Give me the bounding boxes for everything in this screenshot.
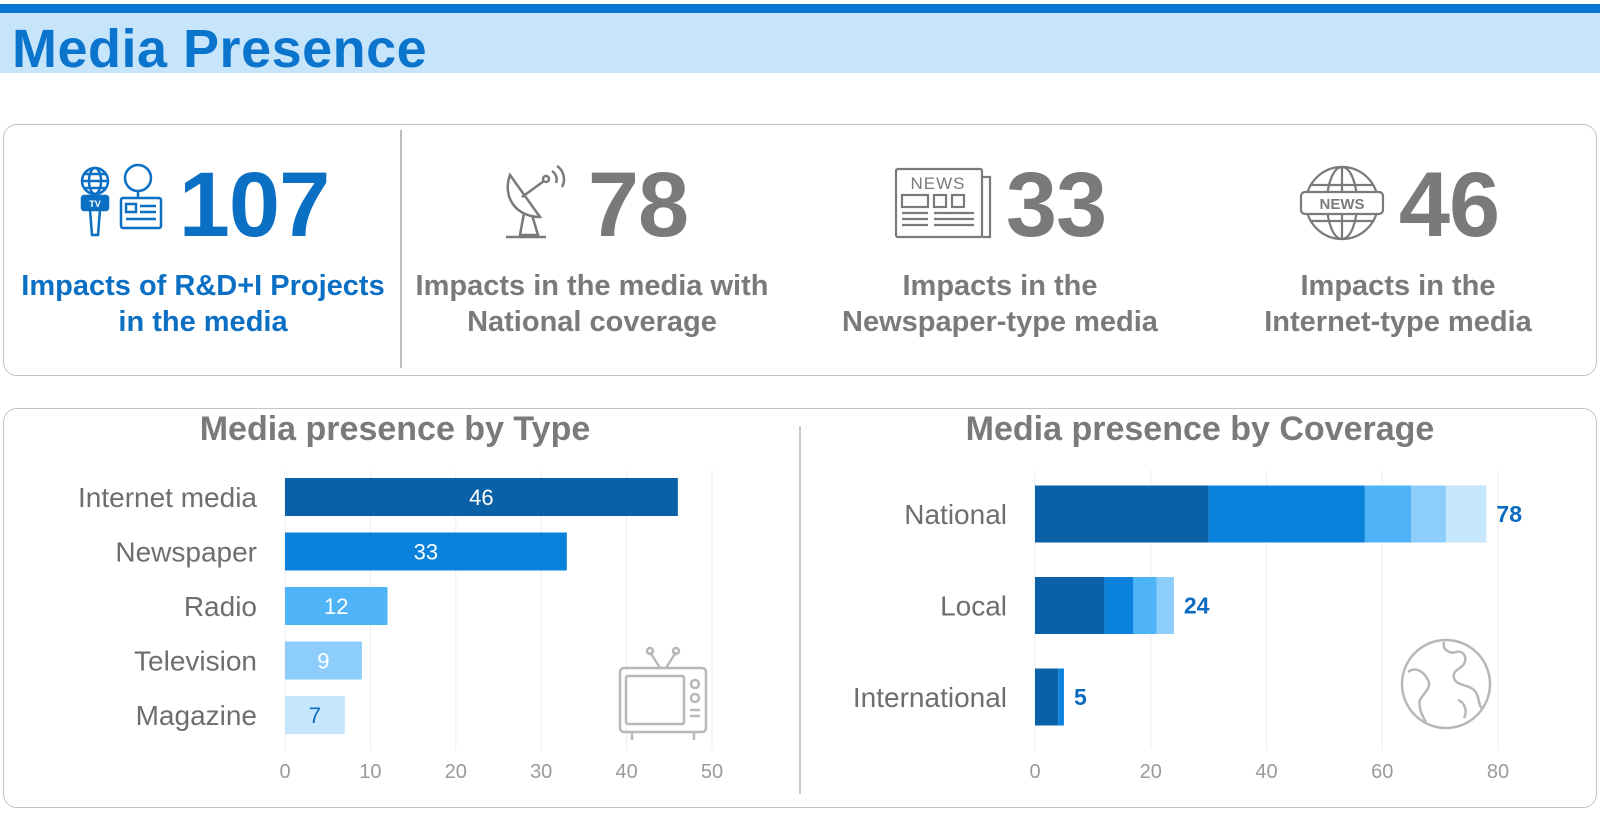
tv-microphone-badge-icon: TV (77, 163, 167, 248)
x-tick-label: 40 (615, 761, 637, 783)
header-accent-line (0, 4, 1600, 13)
chart-by-type: 0 10 20 30 40 50 Internet media 46 Newspaper 33 Ra… (78, 470, 723, 783)
bar-segment (1411, 485, 1446, 543)
television-icon (616, 646, 712, 747)
svg-text:NEWS: NEWS (1319, 196, 1364, 213)
svg-text:NEWS: NEWS (910, 174, 965, 193)
bar-segment (1035, 485, 1209, 543)
x-tick-label: 30 (530, 761, 552, 783)
chart-title-coverage: Media presence by Coverage (965, 410, 1435, 448)
kpi-value: 78 (587, 154, 689, 256)
kpi-value: 107 (178, 154, 330, 256)
bar (285, 478, 678, 516)
data-label: 12 (324, 594, 348, 619)
total-label: 5 (1074, 684, 1087, 710)
kpi-national-coverage: 78 Impacts in the media with National co… (400, 150, 784, 340)
chart-title-type: Media presence by Type (199, 410, 591, 448)
page-title: Media Presence (12, 19, 428, 79)
x-tick-label: 50 (701, 761, 723, 783)
kpi-value: 33 (1005, 154, 1107, 256)
total-label: 78 (1496, 501, 1522, 527)
data-label: 46 (469, 485, 493, 510)
kpi-internet-media: NEWS 46 Impacts in the Internet-type med… (1200, 150, 1596, 340)
x-tick-label: 40 (1255, 761, 1277, 783)
header-band: Media Presence (0, 13, 1600, 79)
globe-news-icon: NEWS (1297, 163, 1387, 248)
x-tick-label: 0 (1029, 761, 1040, 783)
data-label: 9 (317, 649, 329, 674)
bar (285, 532, 567, 571)
category-label: Magazine (136, 700, 257, 731)
bar-segment (1104, 577, 1134, 634)
category-label: International (853, 682, 1007, 713)
bar-segment (1035, 668, 1059, 726)
kpi-divider (400, 130, 402, 368)
bar-segment (1035, 577, 1105, 634)
data-label: 7 (309, 703, 321, 728)
bar-segment (1364, 485, 1412, 543)
kpi-total-impacts: TV 107 Impacts of R&D+I Projects in the … (10, 150, 396, 340)
category-label: Newspaper (115, 537, 257, 568)
category-label: National (904, 499, 1007, 530)
category-label: Internet media (78, 482, 257, 513)
bar-segment (1445, 485, 1487, 543)
chart-by-coverage: 0 20 40 60 80 National 78 Local 24 International 5 (853, 470, 1522, 783)
kpi-value: 46 (1398, 154, 1500, 256)
bar (285, 587, 388, 625)
x-tick-label: 60 (1371, 761, 1393, 783)
bar (285, 696, 345, 734)
category-label: Local (940, 591, 1007, 622)
kpi-panel (3, 124, 1597, 376)
kpi-newspaper-media: NEWS 33 Impacts in the Newspaper-type me… (800, 150, 1200, 340)
kpi-label: Impacts in the Newspaper-type media (842, 270, 1158, 338)
bar-segment (1133, 577, 1157, 634)
x-tick-label: 80 (1487, 761, 1509, 783)
x-tick-label: 20 (445, 761, 467, 783)
x-tick-label: 10 (359, 761, 381, 783)
charts-divider (799, 426, 801, 794)
x-tick-label: 0 (279, 761, 290, 783)
kpi-label: Impacts of R&D+I Projects in the media (21, 270, 385, 338)
category-label: Television (134, 646, 257, 677)
x-tick-label: 20 (1140, 761, 1162, 783)
category-label: Radio (184, 591, 257, 622)
kpi-label: Impacts in the Internet-type media (1264, 270, 1532, 338)
bar-segment (1208, 485, 1365, 543)
data-label: 33 (414, 540, 438, 565)
kpi-label: Impacts in the media with National cover… (415, 270, 769, 338)
bar-segment (1058, 668, 1064, 726)
bar-segment (1156, 577, 1174, 634)
svg-text:TV: TV (89, 199, 101, 209)
total-label: 24 (1184, 593, 1210, 619)
newspaper-icon: NEWS (894, 165, 994, 246)
globe-icon (1398, 636, 1494, 737)
bar (285, 641, 362, 680)
satellite-dish-icon (496, 163, 576, 248)
